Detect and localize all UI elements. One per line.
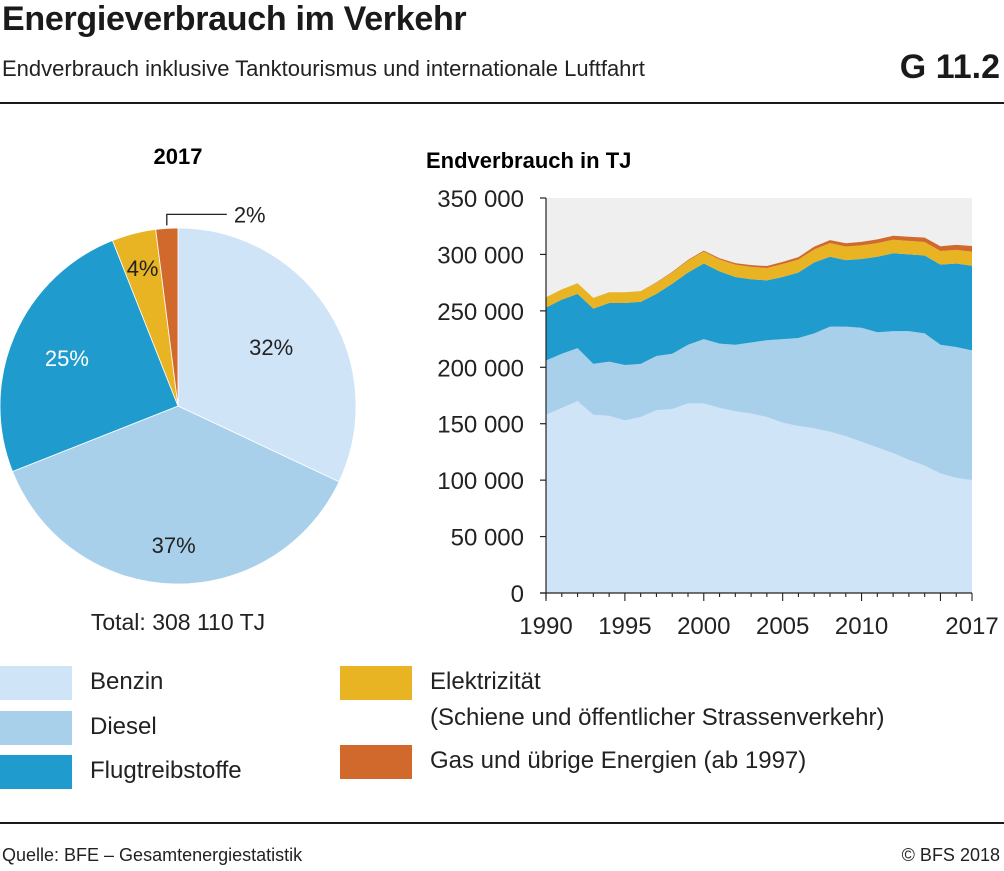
copyright-note: © BFS 2018	[902, 845, 1000, 866]
pie-callout-line	[167, 214, 227, 225]
x-tick-label: 1990	[519, 613, 572, 640]
legend-swatch-diesel	[0, 711, 72, 745]
x-tick-label: 2000	[677, 613, 730, 640]
legend-swatch-flug	[0, 755, 72, 789]
y-tick-label: 200 000	[437, 355, 524, 382]
x-tick-label: 1995	[598, 613, 651, 640]
pie-title: 2017	[154, 144, 203, 169]
legend-label-elektro-detail: (Schiene und öffentlicher Strassenverkeh…	[430, 704, 884, 732]
area-chart-title: Endverbrauch in TJ	[426, 148, 631, 173]
legend-label-diesel: Diesel	[90, 713, 157, 741]
pie-label: 4%	[127, 256, 159, 281]
y-tick-label: 350 000	[437, 186, 524, 213]
footer-divider	[0, 822, 1004, 824]
legend-label-elektro: Elektrizität	[430, 668, 541, 696]
legend-swatch-benzin	[0, 666, 72, 700]
y-tick-label: 50 000	[451, 525, 524, 552]
chart-canvas: 32% 37% 25% 4% 2% 2017 Total: 308 110 TJ 0 50 00…	[0, 0, 1004, 820]
pie-label: 2%	[234, 202, 266, 227]
pie-total: Total: 308 110 TJ	[91, 609, 265, 635]
y-tick-label: 150 000	[437, 412, 524, 439]
y-tick-label: 0	[511, 581, 524, 608]
legend-swatch-gas	[340, 745, 412, 779]
x-tick-label: 2010	[835, 613, 888, 640]
y-tick-label: 250 000	[437, 299, 524, 326]
legend-label-flug: Flugtreibstoffe	[90, 757, 242, 785]
pie-label: 37%	[152, 533, 196, 558]
x-tick-label: 2005	[756, 613, 809, 640]
source-note: Quelle: BFE – Gesamtenergiestatistik	[2, 845, 302, 866]
legend-label-gas: Gas und übrige Energien (ab 1997)	[430, 747, 806, 775]
y-tick-label: 100 000	[437, 468, 524, 495]
legend-swatch-elektro	[340, 666, 412, 700]
legend-label-benzin: Benzin	[90, 668, 163, 696]
pie-label: 32%	[249, 335, 293, 360]
pie-label: 25%	[45, 346, 89, 371]
x-tick-label: 2017	[945, 613, 998, 640]
y-tick-label: 300 000	[437, 242, 524, 269]
